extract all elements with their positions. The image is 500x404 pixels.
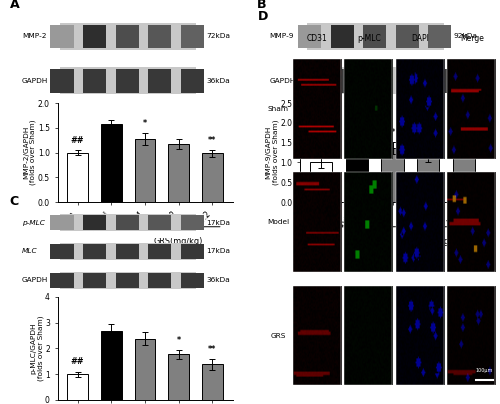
Bar — [202, 364, 222, 400]
Bar — [428, 25, 452, 48]
Text: *: * — [176, 336, 180, 345]
Text: *: * — [390, 128, 394, 137]
Text: GAPDH: GAPDH — [22, 278, 48, 284]
Bar — [101, 331, 122, 400]
Bar — [60, 67, 196, 94]
Text: C: C — [10, 195, 19, 208]
Bar — [148, 215, 171, 230]
Text: GRS(mg/kg): GRS(mg/kg) — [154, 237, 204, 246]
Text: **: ** — [208, 136, 216, 145]
Text: GRS: GRS — [270, 332, 286, 339]
Bar — [363, 25, 386, 48]
Bar — [428, 69, 452, 93]
Bar — [180, 215, 204, 230]
Bar — [50, 244, 74, 259]
Bar — [180, 69, 204, 93]
Bar — [60, 243, 196, 260]
Bar — [134, 339, 156, 400]
Bar — [417, 154, 439, 202]
Bar — [60, 272, 196, 289]
Text: 36kDa: 36kDa — [454, 78, 477, 84]
Bar — [83, 69, 106, 93]
Bar — [83, 273, 106, 288]
Bar — [68, 152, 88, 202]
Text: 72kDa: 72kDa — [206, 34, 230, 39]
Bar — [396, 25, 418, 48]
Bar — [346, 127, 368, 202]
Bar — [148, 244, 171, 259]
Text: ##: ## — [71, 358, 85, 366]
Bar — [180, 25, 204, 48]
Text: Model: Model — [267, 219, 289, 225]
Bar — [50, 25, 74, 48]
Bar — [83, 25, 106, 48]
Text: 100μm: 100μm — [476, 368, 493, 374]
Bar — [310, 162, 332, 202]
Bar — [83, 215, 106, 230]
Text: GRS(mg/kg): GRS(mg/kg) — [404, 237, 453, 246]
Y-axis label: p-MLC/GAPDH
(folds over Sham): p-MLC/GAPDH (folds over Sham) — [30, 316, 44, 381]
Text: MLC: MLC — [22, 248, 38, 255]
Bar — [202, 154, 222, 202]
Bar — [180, 244, 204, 259]
Bar — [396, 69, 418, 93]
Bar — [148, 69, 171, 93]
Text: Merge: Merge — [460, 34, 483, 43]
Bar — [382, 148, 404, 202]
Bar — [116, 244, 138, 259]
Bar — [308, 23, 444, 50]
Bar — [116, 215, 138, 230]
Text: ##: ## — [71, 136, 85, 145]
Bar — [116, 273, 138, 288]
Text: p-MLC: p-MLC — [357, 34, 380, 43]
Bar — [116, 69, 138, 93]
Bar — [60, 23, 196, 50]
Text: **: ** — [208, 345, 216, 354]
Bar — [298, 69, 321, 93]
Bar — [68, 374, 88, 400]
Bar — [148, 273, 171, 288]
Bar — [168, 354, 189, 400]
Bar — [134, 139, 156, 202]
Text: 36kDa: 36kDa — [206, 278, 230, 284]
Bar — [330, 69, 353, 93]
Text: *: * — [143, 119, 147, 128]
Bar — [330, 25, 353, 48]
Text: 17kDa: 17kDa — [206, 248, 230, 255]
Text: 36kDa: 36kDa — [206, 78, 230, 84]
Text: DAPI: DAPI — [412, 34, 429, 43]
Bar — [60, 214, 196, 231]
Bar — [101, 124, 122, 202]
Text: GAPDH: GAPDH — [270, 78, 296, 84]
Bar — [452, 154, 474, 202]
Bar — [168, 144, 189, 202]
Text: 17kDa: 17kDa — [206, 219, 230, 225]
Text: D: D — [258, 10, 268, 23]
Text: 92kDa: 92kDa — [454, 34, 477, 39]
Text: GAPDH: GAPDH — [22, 78, 48, 84]
Bar — [116, 25, 138, 48]
Bar — [148, 25, 171, 48]
Bar — [50, 215, 74, 230]
Y-axis label: MMP-9/GAPDH
(folds over Sham): MMP-9/GAPDH (folds over Sham) — [266, 120, 279, 185]
Bar — [298, 25, 321, 48]
Text: B: B — [257, 0, 266, 11]
Text: **: ** — [424, 133, 432, 143]
Text: A: A — [10, 0, 19, 11]
Bar — [180, 273, 204, 288]
Text: p-MLC: p-MLC — [22, 219, 45, 225]
Text: MMP-2: MMP-2 — [22, 34, 46, 39]
Text: ##: ## — [314, 143, 328, 152]
Y-axis label: MMP-2/GAPDH
(folds over Sham): MMP-2/GAPDH (folds over Sham) — [23, 120, 36, 185]
Text: CD31: CD31 — [307, 34, 328, 43]
Bar — [363, 69, 386, 93]
Bar — [50, 273, 74, 288]
Bar — [50, 69, 74, 93]
Text: **: ** — [460, 137, 468, 145]
Bar — [308, 67, 444, 94]
Text: MMP-9: MMP-9 — [270, 34, 294, 39]
Text: Sham: Sham — [268, 106, 289, 112]
Bar — [83, 244, 106, 259]
